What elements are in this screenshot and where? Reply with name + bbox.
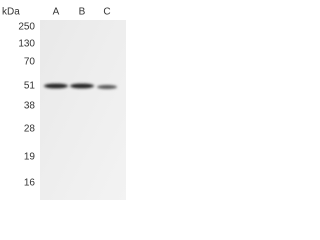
marker-labels: 250 130 70 51 38 28 19 16 bbox=[18, 22, 35, 189]
band bbox=[97, 85, 117, 89]
blot-figure: kDa A B C 250 130 70 51 38 28 19 16 bbox=[2, 7, 126, 200]
marker-label: 28 bbox=[24, 124, 36, 135]
marker-label: 16 bbox=[24, 178, 36, 189]
marker-label: 70 bbox=[24, 57, 36, 68]
marker-label: 19 bbox=[24, 152, 36, 163]
lane-label: B bbox=[79, 7, 86, 18]
unit-label: kDa bbox=[2, 7, 20, 18]
lane-label: A bbox=[53, 7, 60, 18]
marker-label: 38 bbox=[24, 101, 36, 112]
membrane bbox=[40, 20, 126, 200]
marker-label: 130 bbox=[18, 39, 35, 50]
band bbox=[70, 83, 94, 89]
marker-label: 250 bbox=[18, 22, 35, 33]
lane-label: C bbox=[103, 7, 110, 18]
band bbox=[44, 83, 68, 89]
marker-label: 51 bbox=[24, 81, 36, 92]
lane-labels: A B C bbox=[53, 7, 111, 18]
